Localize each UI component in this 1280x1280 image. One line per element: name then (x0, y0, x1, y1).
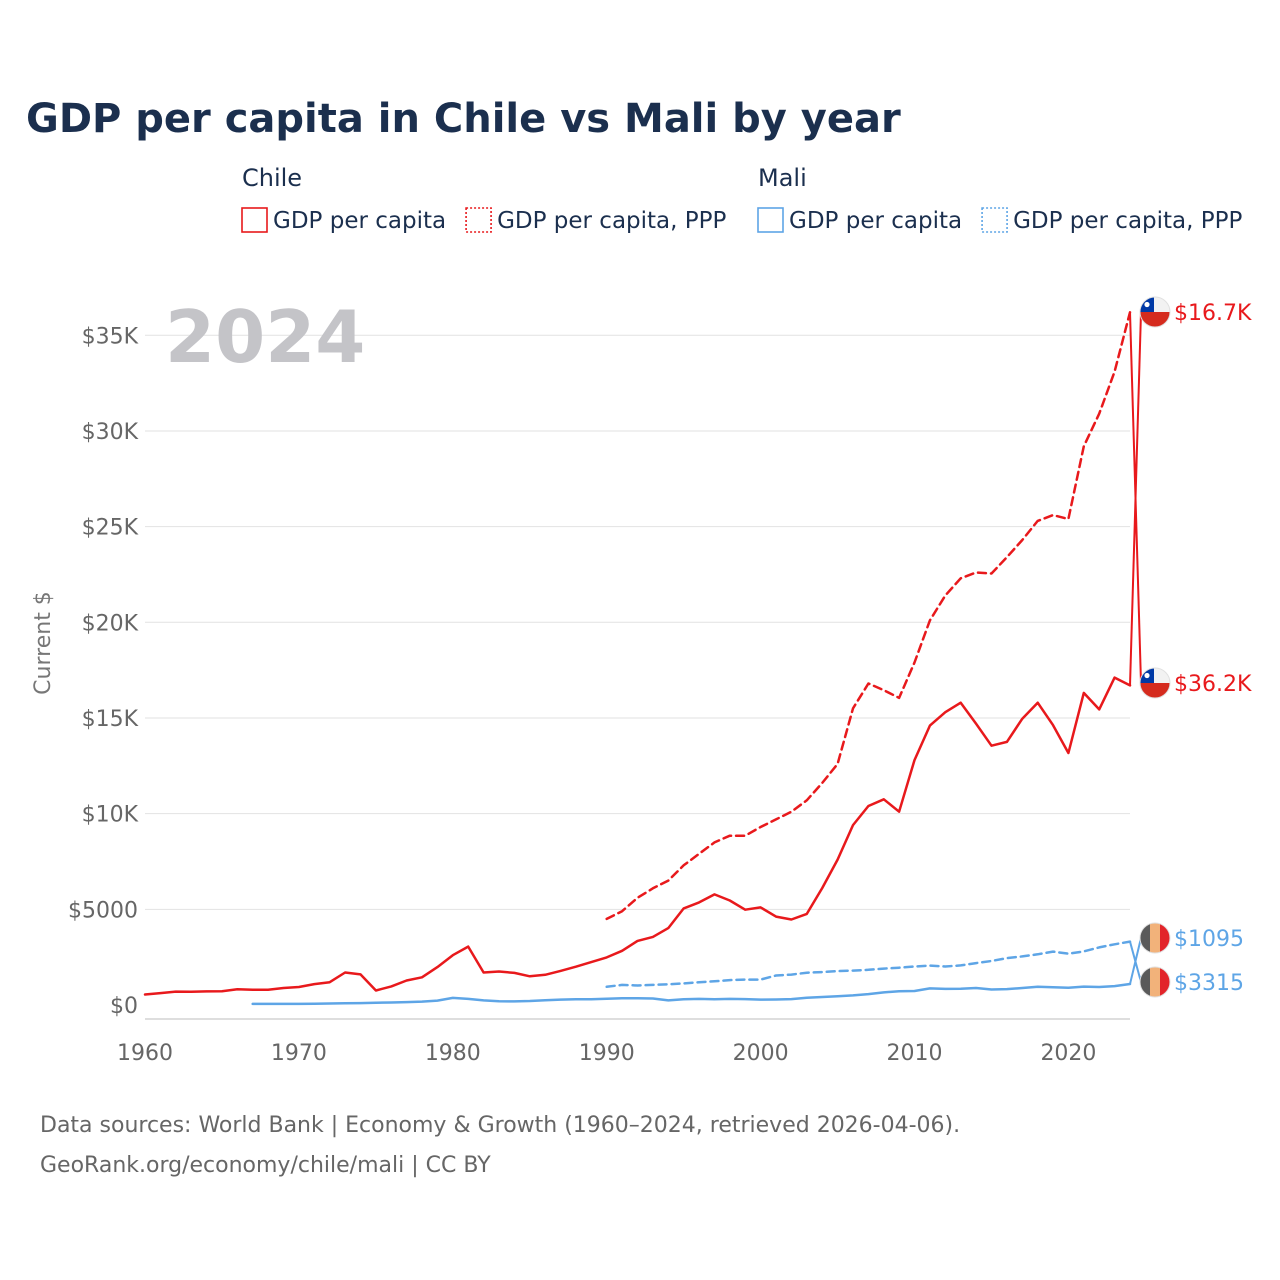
chile-flag-icon (1139, 296, 1171, 328)
chart-title: GDP per capita in Chile vs Mali by year (26, 96, 901, 142)
y-tick-label: $15K (82, 707, 139, 732)
y-tick-label: $10K (82, 803, 139, 828)
y-tick-label: $0 (110, 994, 138, 1019)
mali-flag-icon (1139, 922, 1171, 954)
end-value-label: $36.2K (1174, 672, 1252, 697)
chile-flag-icon (1139, 667, 1171, 699)
x-tick-label: 1970 (271, 1041, 327, 1066)
end-value-label: $16.7K (1174, 301, 1252, 326)
end-connector (1129, 312, 1142, 684)
legend-group-title: Mali (758, 164, 807, 192)
y-axis-label: Current $ (31, 591, 56, 695)
x-tick-label: 1960 (117, 1041, 173, 1066)
end-connector (1129, 941, 1142, 983)
legend-swatch-dotted (981, 207, 1008, 233)
source-text: Data sources: World Bank | Economy & Gro… (40, 1113, 960, 1138)
legend-item-label: GDP per capita (789, 208, 962, 234)
legend-group-title: Chile (242, 164, 302, 192)
x-tick-label: 1980 (425, 1041, 481, 1066)
legend-item-label: GDP per capita, PPP (1013, 208, 1242, 234)
legend-swatch-dotted (465, 207, 492, 233)
end-value-label: $1095 (1174, 927, 1244, 952)
series-line-0 (143, 676, 1132, 996)
y-tick-label: $20K (82, 611, 139, 636)
y-tick-label: $30K (82, 420, 139, 445)
y-axis: $0 $5000 $10K $15K $20K $25K $30K $35K (68, 324, 139, 1019)
series-lines (143, 311, 1132, 1006)
y-tick-label: $35K (82, 324, 139, 349)
x-tick-label: 2010 (887, 1041, 943, 1066)
year-watermark: 2024 (165, 295, 365, 379)
source-url: GeoRank.org/economy/chile/mali | CC BY (40, 1153, 491, 1178)
legend-swatch-solid (241, 207, 268, 233)
legend-item-label: GDP per capita (273, 208, 446, 234)
end-labels: $16.7K $36.2K $1095 $3315 (1129, 296, 1252, 998)
mali-flag-icon (1139, 966, 1171, 998)
grid-lines (145, 334, 1130, 1020)
x-tick-label: 2000 (733, 1041, 789, 1066)
series-line-2 (251, 982, 1132, 1006)
y-tick-label: $5000 (68, 898, 138, 923)
legend-swatch-solid (757, 207, 784, 233)
y-tick-label: $25K (82, 516, 139, 541)
x-tick-label: 2020 (1040, 1041, 1096, 1066)
legend: Chile GDP per capita GDP per capita, PPP Ma… (241, 164, 1243, 234)
series-line-1 (605, 311, 1132, 921)
legend-item-label: GDP per capita, PPP (497, 208, 726, 234)
end-value-label: $3315 (1174, 971, 1244, 996)
x-tick-label: 1990 (579, 1041, 635, 1066)
x-axis: 1960 1970 1980 1990 2000 2010 2020 (117, 1041, 1096, 1066)
series-line-3 (605, 940, 1132, 989)
